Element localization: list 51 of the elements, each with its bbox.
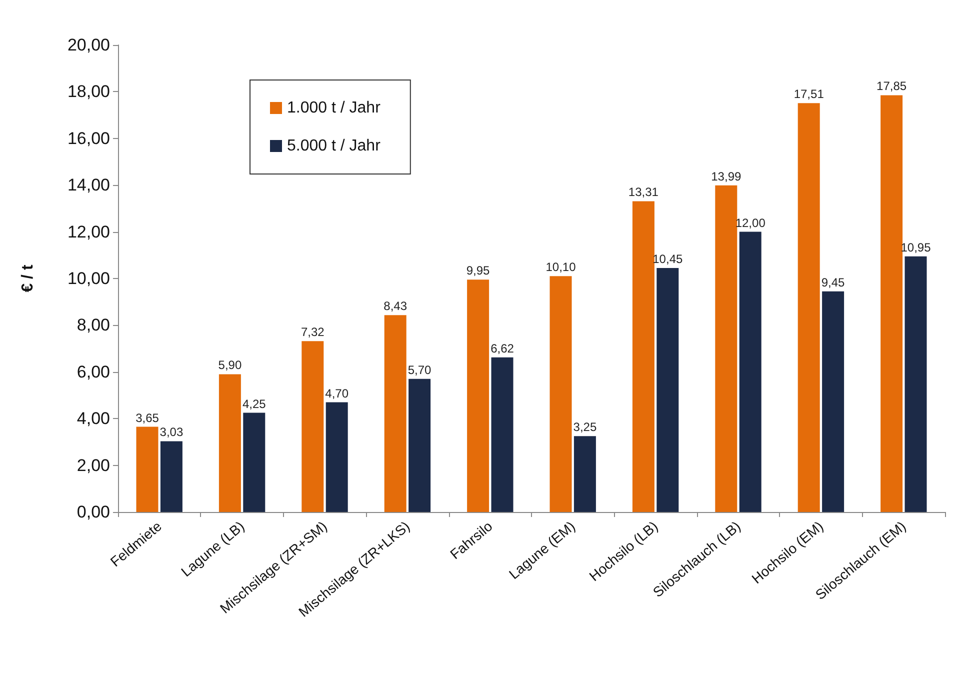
bar	[136, 426, 158, 512]
bar	[218, 374, 241, 512]
y-tick-label: 16,00	[67, 128, 110, 148]
bar	[467, 280, 490, 512]
bar	[384, 315, 406, 512]
data-label: 7,32	[300, 325, 325, 340]
data-label: 3,65	[136, 410, 160, 425]
data-label: 3,25	[573, 420, 597, 434]
bar	[715, 185, 738, 512]
bar	[408, 378, 431, 512]
y-tick-label: 4,00	[76, 409, 110, 428]
legend-label: 1.000 t / Jahr	[287, 100, 382, 116]
data-label: 6,62	[490, 341, 514, 356]
data-label: 17,51	[794, 87, 824, 102]
bar	[160, 441, 182, 512]
data-label: 9,45	[821, 275, 846, 290]
bar	[798, 103, 820, 512]
data-label: 5,90	[218, 358, 242, 372]
bar	[822, 291, 844, 512]
bar	[326, 402, 348, 512]
data-label: 4,70	[325, 386, 349, 400]
data-label: 13,31	[628, 185, 659, 200]
data-label: 4,25	[242, 396, 266, 411]
bar	[243, 412, 266, 512]
bar	[302, 341, 324, 512]
data-label: 8,43	[384, 299, 408, 314]
legend-label: 5.000 t / Jahr	[287, 138, 382, 154]
y-tick-label: 20,00	[67, 36, 110, 54]
y-axis-title: € / t	[20, 264, 36, 292]
data-label: 3,03	[160, 425, 184, 440]
bar	[574, 436, 596, 512]
data-label: 13,99	[711, 169, 742, 184]
data-label: 17,85	[876, 79, 907, 94]
bar	[491, 357, 514, 512]
bar	[656, 268, 679, 512]
y-tick-label: 14,00	[67, 176, 110, 195]
data-label: 5,70	[408, 362, 432, 377]
data-label: 9,95	[466, 264, 490, 278]
y-tick-label: 10,00	[67, 269, 110, 288]
bar	[739, 232, 762, 512]
y-tick-label: 8,00	[76, 316, 110, 335]
data-label: 10,10	[546, 260, 576, 274]
y-tick-label: 2,00	[76, 456, 110, 475]
bar	[904, 256, 927, 512]
y-tick-label: 6,00	[76, 362, 110, 382]
y-tick-label: 18,00	[67, 82, 110, 102]
bar	[632, 201, 654, 512]
bar	[880, 95, 903, 512]
y-tick-label: 12,00	[67, 222, 110, 242]
bar	[550, 276, 572, 512]
y-tick-label: 0,00	[76, 502, 110, 522]
